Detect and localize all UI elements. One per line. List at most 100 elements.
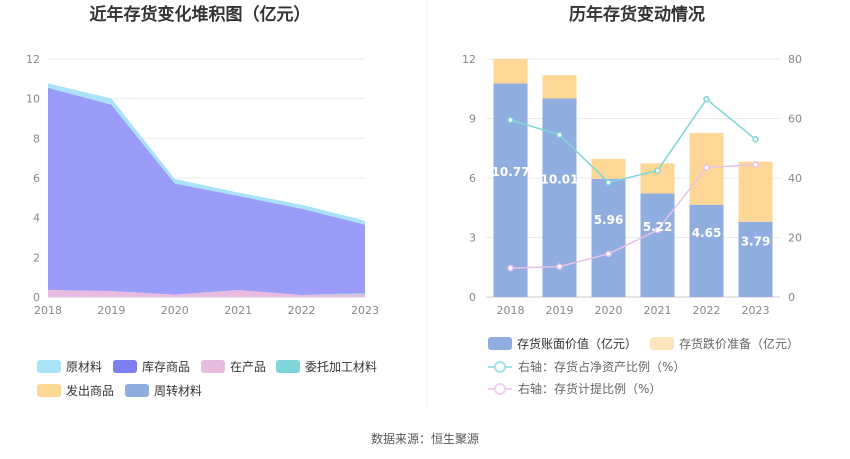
right-chart-left-y-axis: 0 3 6 9 12: [462, 53, 476, 304]
legend-label: 发出商品: [66, 383, 114, 398]
x-tick-label: 2018: [497, 304, 525, 317]
series-line: [510, 163, 756, 269]
y-right-tick-label: 60: [788, 113, 802, 126]
bar-segment: [493, 59, 528, 84]
right-chart-bar-labels: 10.77 10.01 5.96 5.22 4.65 3.79: [492, 165, 771, 248]
left-chart-areas: [48, 83, 365, 297]
legend-label: 委托加工材料: [305, 360, 377, 374]
legend-swatch: [125, 384, 149, 397]
y-tick-label: 9: [469, 113, 476, 126]
legend-label: 库存商品: [142, 359, 190, 374]
y-right-tick-label: 80: [788, 53, 802, 66]
y-tick-label: 6: [33, 172, 40, 185]
y-tick-label: 6: [469, 172, 476, 185]
y-right-tick-label: 20: [788, 232, 802, 245]
bar-value-label: 10.77: [492, 165, 530, 179]
x-tick-label: 2018: [34, 304, 62, 317]
legend-label: 在产品: [230, 360, 266, 374]
legend-item-impairment[interactable]: 存货跌价准备（亿元）: [650, 336, 799, 351]
left-chart-y-axis: 0 2 4 6 8 10 12: [26, 53, 40, 304]
right-chart-title: 历年存货变动情况: [569, 4, 705, 25]
area-series: [48, 87, 365, 296]
x-tick-label: 2020: [161, 304, 189, 317]
y-tick-label: 12: [462, 53, 476, 66]
legend-label: 右轴：存货占净资产比例（%）: [518, 359, 685, 374]
line-point: [752, 161, 759, 168]
x-tick-label: 2022: [693, 304, 721, 317]
legend-swatch: [276, 360, 300, 373]
bar-segment: [640, 193, 675, 297]
area-series: [48, 290, 365, 296]
data-source-note: 数据来源：恒生聚源: [371, 431, 479, 446]
x-tick-label: 2019: [546, 304, 574, 317]
bar-segment: [591, 158, 626, 179]
x-tick-label: 2020: [595, 304, 623, 317]
legend-label: 原材料: [66, 360, 102, 374]
legend-swatch: [201, 360, 225, 373]
legend-swatch: [113, 360, 137, 373]
legend-label: 存货账面价值（亿元）: [517, 336, 637, 351]
x-tick-label: 2023: [742, 304, 770, 317]
line-point: [507, 116, 514, 124]
legend-item-net-asset-ratio[interactable]: 右轴：存货占净资产比例（%）: [488, 359, 685, 374]
legend-item-consigned-processing[interactable]: 委托加工材料: [276, 360, 377, 374]
x-tick-label: 2021: [224, 304, 252, 317]
line-point: [654, 226, 661, 234]
line-point: [703, 95, 710, 103]
legend-swatch: [488, 337, 512, 350]
legend-item-raw-material[interactable]: 原材料: [37, 360, 102, 374]
area-series: [48, 83, 365, 225]
y-tick-label: 3: [469, 232, 476, 245]
y-tick-label: 0: [469, 291, 476, 304]
x-tick-label: 2021: [644, 304, 672, 317]
y-tick-label: 12: [26, 53, 40, 66]
legend-marker: [494, 383, 506, 395]
right-chart-grid: [486, 58, 780, 298]
x-tick-label: 2023: [351, 304, 379, 317]
legend-item-wip[interactable]: 在产品: [201, 360, 266, 374]
legend-item-book-value[interactable]: 存货账面价值（亿元）: [488, 336, 637, 351]
bar-segment: [738, 221, 773, 297]
line-point: [752, 136, 759, 143]
bar-segment: [689, 204, 724, 297]
y-right-tick-label: 0: [788, 291, 795, 304]
bar-segment: [591, 178, 626, 297]
line-point: [605, 250, 612, 258]
left-legend: 原材料 库存商品 在产品 委托加工材料 发出商品 周转材料: [37, 359, 377, 398]
bar-value-label: 3.79: [741, 234, 771, 248]
legend-label: 右轴：存货计提比例（%）: [518, 381, 661, 396]
bar-value-label: 10.01: [541, 173, 579, 187]
legend-swatch: [37, 384, 61, 397]
series-line: [510, 98, 756, 184]
legend-item-provision-ratio[interactable]: 右轴：存货计提比例（%）: [488, 381, 661, 396]
legend-item-turnover-material[interactable]: 周转材料: [125, 383, 202, 398]
legend-item-goods-shipped[interactable]: 发出商品: [37, 383, 114, 398]
line-point: [556, 263, 563, 270]
bar-value-label: 4.65: [692, 226, 722, 240]
y-tick-label: 10: [26, 93, 40, 106]
right-chart-lines: [507, 95, 759, 272]
legend-label: 存货跌价准备（亿元）: [679, 336, 799, 351]
bar-value-label: 5.96: [594, 213, 624, 227]
y-right-tick-label: 40: [788, 172, 802, 185]
right-chart-bars: [493, 59, 773, 298]
x-tick-label: 2019: [97, 304, 125, 317]
line-point: [605, 179, 612, 186]
legend-marker: [494, 361, 506, 373]
legend-swatch: [37, 360, 61, 373]
left-chart-title: 近年存货变化堆积图（亿元）: [90, 4, 311, 25]
y-tick-label: 0: [33, 291, 40, 304]
legend-label: 周转材料: [154, 383, 202, 398]
right-chart-x-axis: 2018 2019 2020 2021 2022 2023: [497, 304, 770, 317]
y-tick-label: 4: [33, 212, 40, 225]
legend-swatch: [650, 337, 674, 350]
line-point: [556, 131, 563, 139]
bar-value-label: 5.22: [643, 220, 673, 234]
line-point: [654, 167, 661, 174]
right-legend: 存货账面价值（亿元） 存货跌价准备（亿元） 右轴：存货占净资产比例（%） 右轴：…: [488, 336, 799, 396]
bar-segment: [738, 161, 773, 222]
right-chart-right-y-axis: 0 20 40 60 80: [788, 53, 802, 304]
y-tick-label: 8: [33, 132, 40, 145]
legend-item-inventory-goods[interactable]: 库存商品: [113, 359, 190, 374]
